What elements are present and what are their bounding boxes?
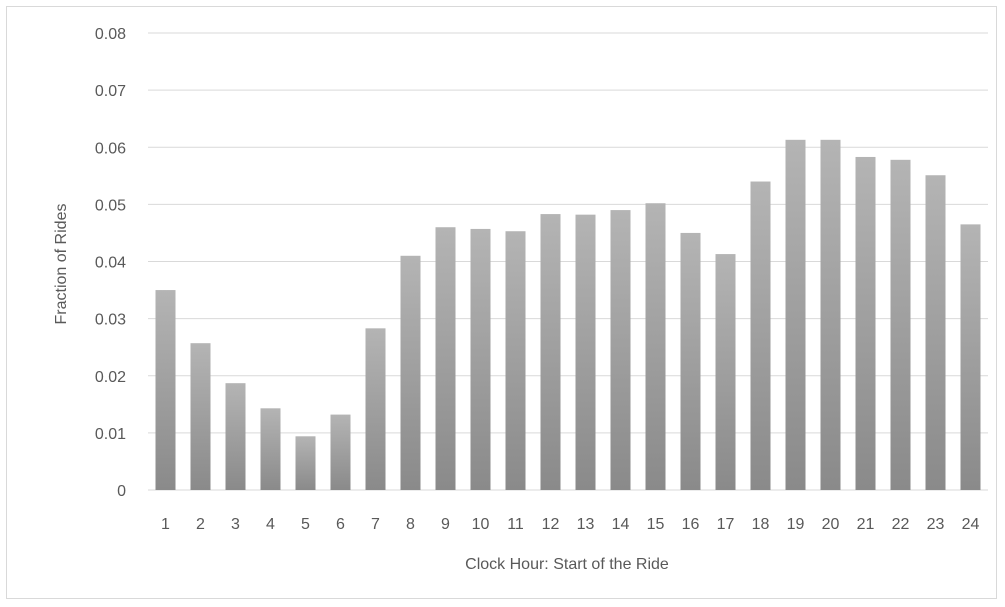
x-tick-label: 12 bbox=[542, 516, 560, 533]
y-tick-label: 0.02 bbox=[95, 369, 126, 386]
x-tick-label: 3 bbox=[231, 516, 240, 533]
y-tick-label: 0 bbox=[117, 483, 126, 500]
x-tick-label: 17 bbox=[717, 516, 735, 533]
bar bbox=[925, 175, 946, 490]
x-axis-ticks: 1 2 3 4 5 6 7 8 9 10 11 12 13 14 15 16 17 18 19 20 21 22 23 24 bbox=[161, 516, 979, 533]
y-tick-label: 0.06 bbox=[95, 140, 126, 157]
bar bbox=[225, 383, 246, 490]
x-axis-title: Clock Hour: Start of the Ride bbox=[465, 556, 669, 573]
bar bbox=[610, 210, 631, 490]
bar bbox=[855, 156, 876, 490]
x-tick-label: 7 bbox=[371, 516, 380, 533]
x-tick-label: 18 bbox=[752, 516, 770, 533]
x-tick-label: 6 bbox=[336, 516, 345, 533]
bar bbox=[960, 224, 981, 490]
bar bbox=[260, 408, 281, 490]
gridlines bbox=[148, 32, 988, 491]
x-tick-label: 20 bbox=[822, 516, 840, 533]
x-tick-label: 8 bbox=[406, 516, 415, 533]
x-tick-label: 16 bbox=[682, 516, 700, 533]
bar bbox=[435, 227, 456, 490]
bar bbox=[540, 214, 561, 490]
x-tick-label: 15 bbox=[647, 516, 665, 533]
bar bbox=[575, 214, 596, 490]
x-tick-label: 24 bbox=[962, 516, 980, 533]
bar bbox=[680, 232, 701, 490]
y-tick-label: 0.03 bbox=[95, 312, 126, 329]
y-tick-label: 0.01 bbox=[95, 426, 126, 443]
x-tick-label: 11 bbox=[507, 516, 524, 533]
x-tick-label: 10 bbox=[472, 516, 490, 533]
y-axis-ticks: 0 0.01 0.02 0.03 0.04 0.05 0.06 0.07 0.08 bbox=[95, 26, 126, 500]
bar bbox=[295, 436, 316, 490]
bar bbox=[330, 414, 351, 490]
bars bbox=[155, 139, 981, 491]
x-tick-label: 9 bbox=[441, 516, 450, 533]
x-tick-label: 22 bbox=[892, 516, 910, 533]
bar bbox=[155, 290, 176, 490]
x-tick-label: 19 bbox=[787, 516, 805, 533]
bar bbox=[890, 159, 911, 490]
bar bbox=[645, 203, 666, 491]
y-tick-label: 0.05 bbox=[95, 197, 126, 214]
y-tick-label: 0.07 bbox=[95, 83, 126, 100]
y-axis-title: Fraction of Rides bbox=[53, 204, 70, 325]
bar bbox=[505, 231, 526, 490]
y-tick-label: 0.08 bbox=[95, 26, 126, 43]
x-tick-label: 1 bbox=[161, 516, 170, 533]
bar bbox=[365, 328, 386, 490]
x-tick-label: 2 bbox=[196, 516, 205, 533]
x-tick-label: 4 bbox=[266, 516, 275, 533]
y-tick-label: 0.04 bbox=[95, 255, 126, 272]
x-tick-label: 21 bbox=[857, 516, 875, 533]
bar bbox=[785, 139, 806, 491]
x-tick-label: 23 bbox=[927, 516, 945, 533]
bar bbox=[190, 343, 211, 490]
bar bbox=[820, 139, 841, 491]
x-tick-label: 14 bbox=[612, 516, 630, 533]
bar bbox=[750, 181, 771, 490]
bar bbox=[715, 254, 736, 490]
x-tick-label: 5 bbox=[301, 516, 310, 533]
x-tick-label: 13 bbox=[577, 516, 595, 533]
bar bbox=[400, 255, 421, 490]
bar bbox=[470, 228, 491, 490]
